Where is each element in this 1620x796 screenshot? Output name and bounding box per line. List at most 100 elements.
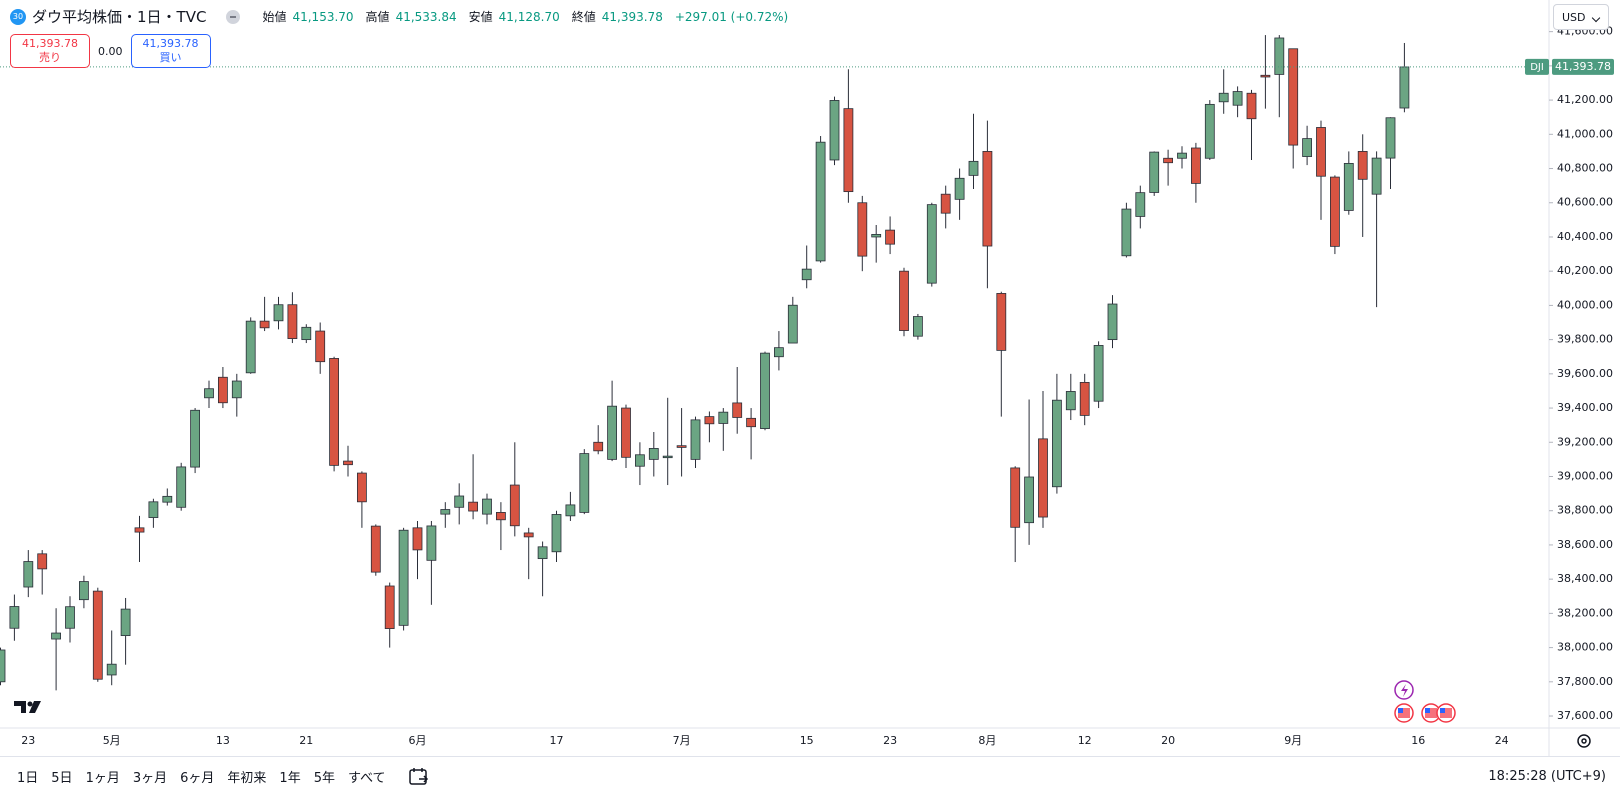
candle-body [1177, 152, 1187, 159]
candle-body [732, 402, 743, 418]
candle-body [1149, 151, 1160, 193]
y-tick-label: 40,400.00 [1557, 230, 1613, 243]
candle-body [1079, 381, 1090, 416]
candle-body [1246, 92, 1257, 120]
ohlc-value: 41,393.78 [601, 9, 663, 24]
candle-body [579, 453, 590, 513]
range-button[interactable]: 1日 [17, 771, 39, 786]
candle-body [1024, 476, 1034, 524]
candle-body [454, 495, 465, 508]
range-button[interactable]: 6ヶ月 [180, 771, 215, 786]
ohlc-label: 安値 [468, 10, 493, 24]
x-tick-label: 8月 [978, 734, 996, 747]
y-tick-label: 39,800.00 [1557, 333, 1613, 346]
y-tick-label: 39,400.00 [1557, 401, 1613, 414]
event-flag[interactable] [1436, 703, 1456, 723]
candle-body [1357, 151, 1368, 180]
buy-label: 買い [159, 51, 182, 64]
candle-body [9, 606, 20, 629]
legend-header: 30 ダウ平均株価・1日・TVC 始値 41,153.70 高値 41,533.84… [10, 6, 794, 27]
x-tick-label: 6月 [409, 734, 427, 747]
candle-body [746, 417, 756, 428]
candle-body [1316, 127, 1326, 177]
y-tick-label: 39,600.00 [1557, 367, 1613, 380]
collapse-button[interactable] [226, 9, 241, 24]
candle-body [1135, 192, 1146, 217]
range-button[interactable]: 3ヶ月 [132, 771, 168, 786]
candle-body [37, 553, 48, 570]
x-tick-label: 7月 [673, 734, 691, 747]
candle-body [370, 525, 381, 573]
range-button[interactable]: 1ヶ月 [85, 771, 120, 786]
candle-body [231, 380, 242, 399]
sell-button[interactable]: 41,393.78 売り [10, 34, 90, 68]
ohlc-label: 始値 [262, 10, 287, 24]
candle-body [551, 514, 562, 553]
y-tick-label: 37,600.00 [1557, 709, 1613, 722]
candle-body [440, 509, 451, 515]
range-button[interactable]: 1年 [279, 771, 301, 786]
x-tick-label: 5月 [103, 734, 121, 747]
event-flag[interactable] [1394, 703, 1414, 723]
candle-body [760, 352, 770, 429]
candle-body [635, 454, 645, 467]
candles [0, 35, 1410, 691]
candle-body [162, 495, 173, 503]
ohlc-value: 41,128.70 [498, 9, 560, 24]
x-tick-label: 13 [216, 734, 230, 747]
range-button[interactable]: 5年 [313, 771, 335, 786]
range-button[interactable]: 5日 [51, 771, 73, 786]
candle-body [190, 409, 201, 468]
candle-body [273, 304, 284, 322]
candle-body [954, 177, 965, 200]
candle-body [495, 512, 506, 521]
y-tick-label: 39,200.00 [1557, 435, 1613, 448]
candle-body [259, 320, 270, 329]
candle-body [1191, 147, 1201, 184]
buy-button[interactable]: 41,393.78 買い [130, 34, 211, 68]
settings-gear[interactable] [1577, 734, 1591, 748]
candle-body [23, 561, 34, 588]
x-tick-label: 23 [21, 734, 35, 747]
candle-body [829, 100, 840, 161]
candle-body [343, 460, 353, 466]
candle-body [926, 204, 937, 284]
candle-body [621, 407, 631, 458]
candle-body [1038, 438, 1048, 518]
symbol-title[interactable]: ダウ平均株価・1日・TVC [32, 8, 207, 26]
range-button[interactable]: すべて [347, 771, 386, 786]
symbol-badge: 30 [10, 8, 26, 25]
candle-body [176, 466, 187, 508]
candle-body [398, 529, 409, 626]
event-flag[interactable] [1421, 703, 1441, 723]
candle-body [871, 233, 882, 238]
candle-body [1274, 37, 1285, 75]
x-tick-label: 24 [1495, 734, 1509, 747]
y-tick-label: 38,800.00 [1557, 504, 1613, 517]
currency-select[interactable]: USD [1553, 4, 1609, 30]
range-button[interactable]: 年初来 [227, 771, 267, 786]
x-tick-label: 21 [299, 734, 313, 747]
change: +297.01 (+0.72%) [674, 9, 789, 24]
sell-price: 41,393.78 [22, 37, 78, 50]
y-tick-label: 37,800.00 [1557, 675, 1613, 688]
x-tick-label: 15 [800, 734, 814, 747]
candle-body [1093, 345, 1104, 402]
candle-body [329, 358, 340, 466]
candle-body [315, 330, 326, 363]
candle-body [65, 606, 75, 629]
candle-body [662, 455, 673, 459]
x-tick-label: 9月 [1284, 734, 1302, 747]
candle-body [1010, 467, 1021, 528]
candle-body [801, 268, 812, 281]
y-tick-label: 38,000.00 [1557, 641, 1613, 654]
date-range-icon[interactable] [408, 766, 430, 788]
tv-logo [14, 701, 41, 713]
event-icon[interactable] [1394, 680, 1414, 700]
y-tick-label: 38,400.00 [1557, 572, 1613, 585]
candle-body [690, 419, 701, 460]
y-tick-label: 39,000.00 [1557, 469, 1613, 482]
candle-body [412, 527, 423, 551]
ohlc-value: 41,153.70 [292, 9, 354, 24]
order-panel: 41,393.78 売り 0.00 41,393.78 買い [10, 34, 211, 68]
